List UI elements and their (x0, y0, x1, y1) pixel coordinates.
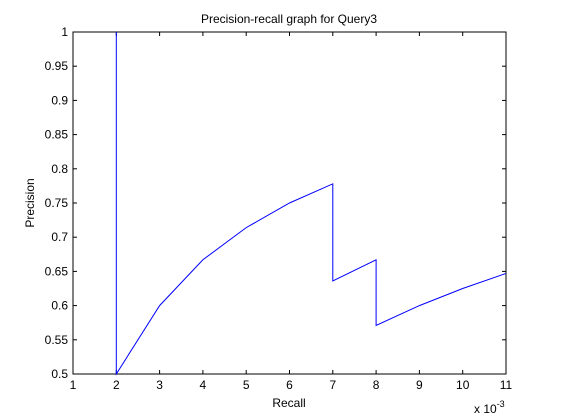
y-tick-label: 0.65 (45, 264, 69, 278)
x-tick-label: 5 (243, 378, 250, 392)
x-tick-label: 10 (456, 378, 470, 392)
x-axis-multiplier-exponent: -3 (497, 399, 505, 409)
y-tick-label: 0.75 (45, 196, 69, 210)
y-axis-label: Precision (23, 178, 37, 227)
y-tick-label: 0.8 (51, 162, 68, 176)
y-tick-label: 0.55 (45, 333, 69, 347)
y-tick-label: 0.85 (45, 128, 69, 142)
y-tick-label: 0.6 (51, 299, 68, 313)
chart-title: Precision-recall graph for Query3 (201, 12, 377, 26)
x-tick-label: 6 (286, 378, 293, 392)
y-tick-label: 0.95 (45, 59, 69, 73)
x-tick-label: 1 (70, 378, 77, 392)
x-tick-label: 2 (113, 378, 120, 392)
x-tick-label: 7 (329, 378, 336, 392)
y-axis-ticks: 0.5 0.55 0.6 0.65 0.7 0.75 0.8 0.85 0.9 0.95 1 (45, 25, 506, 381)
series-layer (115, 32, 507, 376)
x-tick-label: 8 (373, 378, 380, 392)
x-tick-label: 4 (200, 378, 207, 392)
x-axis-multiplier-base: x 10 (474, 402, 497, 416)
y-tick-label: 0.7 (51, 230, 68, 244)
x-tick-label: 3 (156, 378, 163, 392)
x-axis-label: Recall (272, 396, 305, 410)
x-tick-label: 9 (416, 378, 423, 392)
x-tick-label: 11 (500, 378, 513, 392)
precision-recall-line (115, 32, 507, 376)
x-axis-ticks: 1 2 3 4 5 6 7 8 9 10 11 (70, 32, 513, 392)
x-axis-multiplier: x 10-3 (474, 399, 505, 416)
y-tick-label: 0.5 (51, 367, 68, 381)
y-tick-label: 0.9 (51, 93, 68, 107)
y-tick-label: 1 (61, 25, 68, 39)
